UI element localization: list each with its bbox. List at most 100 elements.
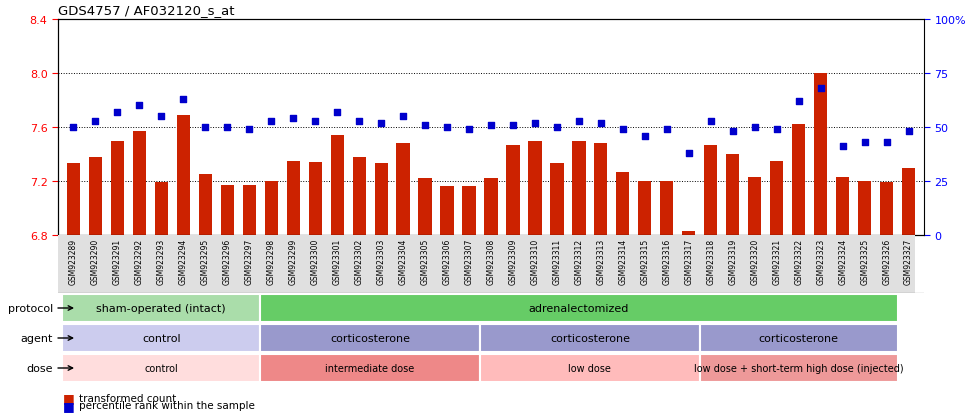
Text: percentile rank within the sample: percentile rank within the sample bbox=[79, 400, 255, 410]
Bar bbox=[260, 324, 480, 353]
Text: corticosterone: corticosterone bbox=[550, 333, 630, 343]
Point bbox=[461, 126, 477, 133]
Point bbox=[615, 126, 630, 133]
Point bbox=[769, 126, 784, 133]
Bar bbox=[286, 161, 300, 235]
Bar bbox=[374, 164, 388, 235]
Text: corticosterone: corticosterone bbox=[330, 333, 410, 343]
Text: intermediate dose: intermediate dose bbox=[326, 363, 415, 373]
Text: GSM923311: GSM923311 bbox=[552, 238, 562, 284]
Bar bbox=[132, 132, 146, 235]
Point bbox=[835, 144, 850, 150]
Point bbox=[154, 114, 169, 120]
Point bbox=[263, 118, 278, 125]
Text: GSM923302: GSM923302 bbox=[355, 238, 364, 285]
Bar bbox=[770, 161, 783, 235]
Text: agent: agent bbox=[20, 333, 53, 343]
Text: low dose: low dose bbox=[569, 363, 611, 373]
Text: GSM923296: GSM923296 bbox=[222, 238, 232, 285]
Bar bbox=[836, 178, 849, 235]
Point bbox=[285, 116, 301, 122]
Point bbox=[418, 122, 433, 129]
Bar bbox=[726, 154, 740, 235]
Bar bbox=[480, 354, 700, 382]
Text: GSM923324: GSM923324 bbox=[838, 238, 847, 285]
Bar bbox=[67, 164, 80, 235]
Point bbox=[747, 124, 763, 131]
Text: GSM923327: GSM923327 bbox=[904, 238, 913, 285]
Bar bbox=[260, 294, 897, 323]
Bar bbox=[419, 179, 431, 235]
Point bbox=[396, 114, 411, 120]
Text: GSM923326: GSM923326 bbox=[882, 238, 892, 285]
Text: GSM923313: GSM923313 bbox=[597, 238, 605, 285]
Bar bbox=[396, 144, 410, 235]
Bar bbox=[792, 125, 806, 235]
Text: ■: ■ bbox=[63, 392, 74, 405]
Bar bbox=[858, 182, 871, 235]
Point bbox=[109, 109, 125, 116]
Point bbox=[857, 140, 872, 146]
Point bbox=[88, 118, 103, 125]
Point bbox=[681, 150, 696, 157]
Bar bbox=[63, 294, 260, 323]
Bar bbox=[616, 172, 630, 235]
Bar bbox=[704, 145, 718, 235]
Bar bbox=[700, 324, 897, 353]
Bar bbox=[660, 182, 673, 235]
Bar bbox=[528, 141, 542, 235]
Text: GSM923294: GSM923294 bbox=[179, 238, 188, 285]
Text: dose: dose bbox=[26, 363, 53, 373]
Point bbox=[791, 99, 806, 105]
Text: GSM923304: GSM923304 bbox=[398, 238, 407, 285]
Point bbox=[527, 120, 542, 127]
Point bbox=[373, 120, 389, 127]
Text: GSM923323: GSM923323 bbox=[816, 238, 825, 285]
Text: GSM923293: GSM923293 bbox=[157, 238, 165, 285]
Text: GSM923320: GSM923320 bbox=[750, 238, 759, 285]
Point bbox=[66, 124, 81, 131]
Bar bbox=[507, 145, 519, 235]
Text: GSM923291: GSM923291 bbox=[113, 238, 122, 284]
Bar bbox=[308, 163, 322, 235]
Text: GSM923290: GSM923290 bbox=[91, 238, 100, 285]
Bar bbox=[572, 141, 585, 235]
Text: GSM923310: GSM923310 bbox=[531, 238, 540, 285]
Text: GSM923299: GSM923299 bbox=[289, 238, 298, 285]
Bar bbox=[638, 182, 652, 235]
Bar bbox=[265, 182, 278, 235]
Bar bbox=[331, 136, 343, 235]
Text: transformed count: transformed count bbox=[79, 393, 177, 403]
Bar bbox=[700, 354, 897, 382]
Point bbox=[220, 124, 235, 131]
Text: sham-operated (intact): sham-operated (intact) bbox=[97, 303, 226, 313]
Bar bbox=[462, 187, 476, 235]
Point bbox=[132, 103, 147, 109]
Text: GSM923319: GSM923319 bbox=[728, 238, 737, 285]
Point bbox=[242, 126, 257, 133]
Text: GSM923295: GSM923295 bbox=[201, 238, 210, 285]
Bar bbox=[440, 187, 454, 235]
Text: GSM923317: GSM923317 bbox=[685, 238, 693, 285]
Bar bbox=[63, 324, 260, 353]
Text: GSM923297: GSM923297 bbox=[245, 238, 253, 285]
Point bbox=[813, 85, 829, 92]
Bar bbox=[177, 116, 190, 235]
Text: GSM923307: GSM923307 bbox=[464, 238, 474, 285]
Text: control: control bbox=[142, 333, 181, 343]
Point bbox=[549, 124, 565, 131]
Text: GSM923300: GSM923300 bbox=[310, 238, 320, 285]
Text: GDS4757 / AF032120_s_at: GDS4757 / AF032120_s_at bbox=[58, 5, 235, 17]
Text: GSM923314: GSM923314 bbox=[618, 238, 628, 285]
Text: GSM923309: GSM923309 bbox=[509, 238, 517, 285]
Text: GSM923322: GSM923322 bbox=[794, 238, 804, 284]
Bar bbox=[902, 168, 915, 235]
Bar bbox=[260, 354, 480, 382]
Bar bbox=[880, 183, 894, 235]
Text: adrenalectomized: adrenalectomized bbox=[529, 303, 630, 313]
Bar bbox=[484, 179, 498, 235]
Text: GSM923301: GSM923301 bbox=[333, 238, 341, 285]
Bar bbox=[111, 141, 124, 235]
Bar bbox=[89, 157, 102, 235]
Text: ■: ■ bbox=[63, 399, 74, 412]
